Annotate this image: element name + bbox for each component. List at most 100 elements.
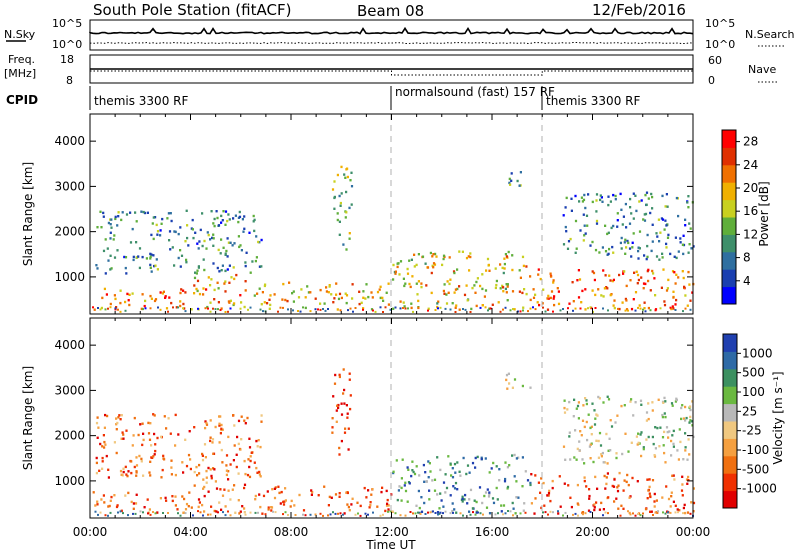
echo-cell: [647, 197, 650, 200]
echo-cell: [159, 229, 162, 232]
echo-cell: [345, 294, 349, 297]
echo-cell: [514, 512, 517, 515]
echo-cell: [665, 426, 669, 429]
echo-cell: [602, 401, 605, 404]
echo-cell: [225, 464, 228, 467]
colorbar-tick-label: 12: [743, 227, 758, 241]
echo-cell: [430, 510, 433, 513]
echo-cell: [653, 505, 656, 508]
echo-cell: [209, 419, 212, 422]
echo-cell: [580, 301, 583, 304]
echo-cell: [487, 495, 491, 498]
echo-cell: [436, 456, 439, 459]
echo-cell: [634, 194, 637, 197]
echo-cell: [236, 435, 239, 439]
freq-tick-bottom: 8: [66, 74, 73, 87]
echo-cell: [233, 424, 236, 427]
echo-cell: [220, 221, 223, 224]
echo-cell: [331, 417, 334, 420]
echo-cell: [255, 235, 258, 238]
echo-cell: [189, 467, 192, 471]
echo-cell: [484, 306, 487, 309]
echo-cell: [147, 512, 149, 515]
echo-cell: [453, 291, 456, 294]
echo-cell: [588, 445, 591, 448]
echo-cell: [146, 498, 149, 501]
echo-cell: [482, 513, 484, 516]
echo-cell: [682, 234, 685, 237]
echo-cell: [505, 255, 508, 258]
echo-cell: [220, 238, 223, 241]
echo-cell: [585, 214, 589, 217]
echo-cell: [581, 289, 584, 293]
echo-cell: [109, 302, 112, 306]
echo-cell: [645, 438, 648, 441]
echo-cell: [229, 498, 232, 501]
echo-cell: [629, 197, 632, 201]
power-echo-cells: [92, 165, 695, 313]
echo-cell: [453, 487, 457, 490]
echo-cell: [622, 507, 625, 510]
power-ylabel: Slant Range [km]: [21, 162, 35, 266]
echo-cell: [454, 288, 457, 291]
echo-cell: [319, 302, 322, 305]
echo-cell: [132, 255, 135, 259]
colorbar-swatch: [723, 473, 737, 492]
colorbar-tick-label: 16: [743, 204, 758, 218]
echo-cell: [681, 270, 684, 273]
echo-cell: [205, 288, 208, 291]
echo-cell: [602, 514, 604, 517]
echo-cell: [122, 512, 124, 515]
echo-cell: [340, 439, 343, 443]
echo-cell: [343, 173, 346, 176]
echo-cell: [664, 461, 667, 464]
echo-cell: [651, 479, 655, 482]
echo-cell: [614, 198, 617, 201]
echo-cell: [671, 305, 674, 308]
echo-cell: [479, 284, 482, 288]
echo-cell: [547, 294, 550, 298]
echo-cell: [665, 246, 668, 249]
echo-cell: [385, 489, 388, 493]
echo-cell: [452, 270, 456, 273]
echo-cell: [379, 514, 382, 517]
echo-cell: [221, 494, 225, 497]
echo-cell: [220, 307, 223, 310]
echo-cell: [644, 212, 648, 216]
echo-cell: [544, 310, 547, 313]
echo-cell: [212, 452, 215, 455]
echo-cell: [445, 486, 449, 490]
nsky-panel: N.Sky 10^5 10^0 10^5 10^0 N.Search: [4, 17, 795, 51]
echo-cell: [577, 417, 580, 420]
echo-cell: [134, 502, 138, 505]
echo-cell: [540, 477, 543, 480]
echo-cell: [387, 510, 389, 513]
echo-cell: [466, 299, 469, 302]
echo-cell: [174, 230, 177, 234]
echo-cell: [260, 265, 263, 268]
echo-cell: [156, 230, 160, 233]
echo-cell: [204, 420, 207, 423]
echo-cell: [462, 308, 464, 310]
echo-cell: [108, 504, 111, 508]
colorbar-swatch: [723, 438, 737, 457]
echo-cell: [140, 307, 143, 311]
echo-cell: [104, 443, 107, 446]
echo-cell: [109, 223, 112, 226]
echo-cell: [684, 446, 687, 449]
echo-cell: [644, 310, 647, 313]
echo-cell: [95, 456, 98, 460]
echo-cell: [170, 459, 173, 462]
echo-cell: [667, 278, 670, 282]
echo-cell: [435, 255, 438, 258]
echo-cell: [331, 426, 334, 429]
echo-cell: [330, 496, 333, 499]
echo-cell: [521, 456, 524, 459]
echo-cell: [213, 298, 216, 301]
echo-cell: [169, 432, 172, 435]
echo-cell: [471, 507, 474, 510]
echo-cell: [342, 368, 345, 371]
echo-cell: [367, 295, 370, 299]
echo-cell: [300, 288, 303, 291]
